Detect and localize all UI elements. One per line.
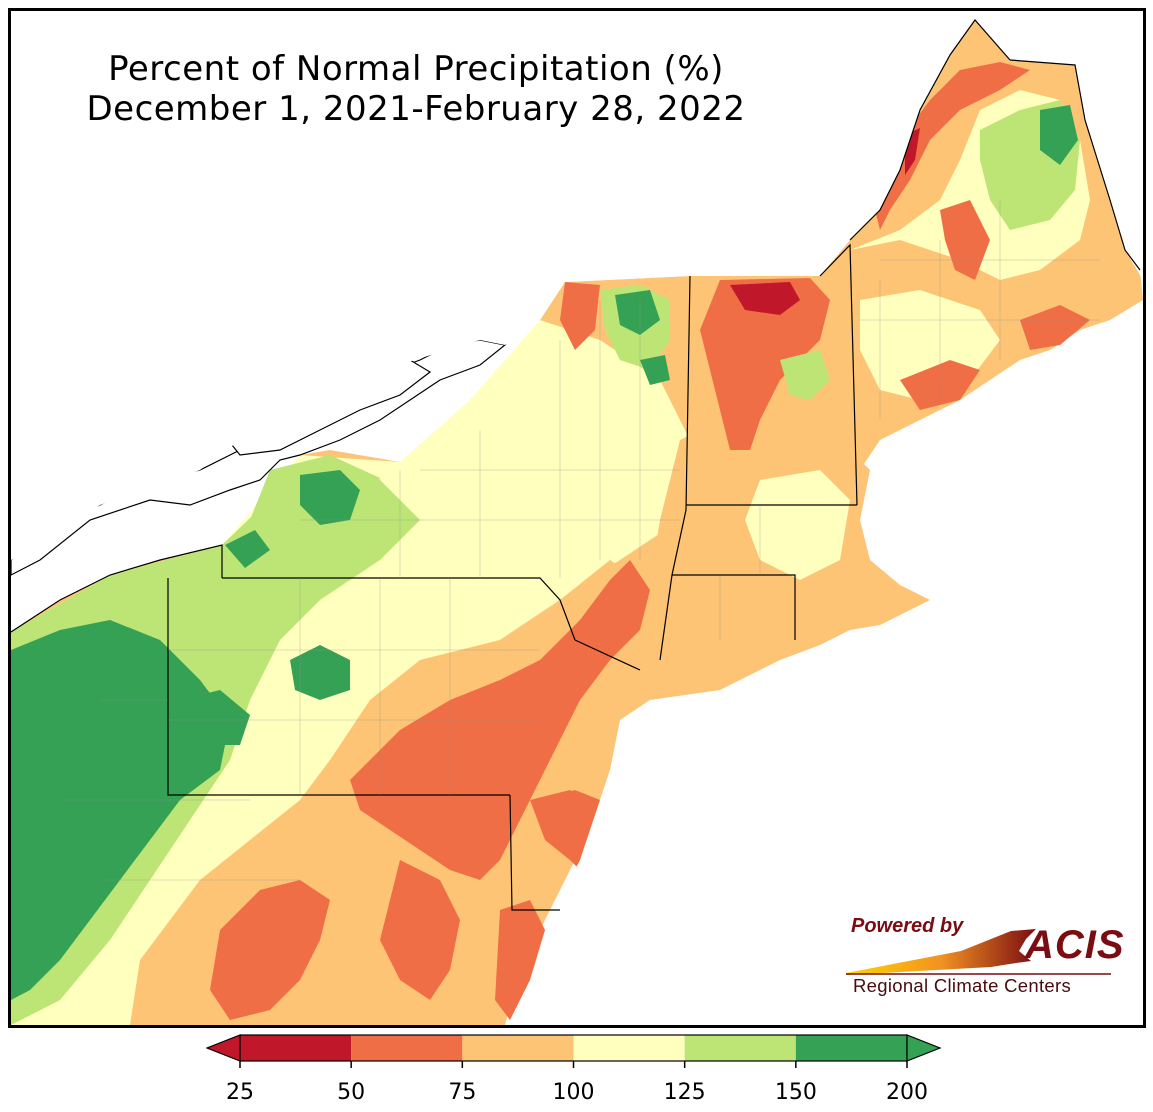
colorbar-tick-label: 50 — [337, 1080, 366, 1105]
colorbar-tick-label: 75 — [448, 1080, 477, 1105]
colorbar-cell — [795, 1035, 907, 1061]
map-frame: Percent of Normal Precipitation (%) Dece… — [8, 8, 1146, 1028]
colorbar-tick-label: 150 — [774, 1080, 817, 1105]
colorbar-tick-label: 100 — [552, 1080, 595, 1105]
water-bodies — [11, 11, 1143, 1025]
colorbar-over-arrow — [906, 1034, 942, 1062]
acis-logo: Powered by ACIS Regional Climate Centers — [841, 911, 1124, 1006]
colorbar-cell — [240, 1035, 352, 1061]
colorbar-cell — [462, 1035, 574, 1061]
state-boundaries — [11, 19, 1141, 911]
colorbar-under-arrow — [206, 1034, 241, 1062]
colorbar-cell — [573, 1035, 685, 1061]
map-title: Percent of Normal Precipitation (%) — [108, 49, 724, 89]
acis-text: ACIS — [1025, 923, 1125, 967]
map-date-range: December 1, 2021-February 28, 2022 — [86, 89, 746, 129]
regional-climate-centers-text: Regional Climate Centers — [853, 975, 1071, 996]
colorbar-tick-label: 200 — [886, 1080, 928, 1105]
colorbar-tick-label: 25 — [226, 1080, 254, 1105]
colorbar-ticks — [239, 1061, 908, 1068]
colorbar-cell — [351, 1035, 463, 1061]
colorbar — [206, 1034, 942, 1068]
colorbar-cell — [684, 1035, 796, 1061]
colorbar-cells — [239, 1034, 908, 1062]
precipitation-map — [11, 11, 1143, 1025]
county-boundaries — [60, 200, 1100, 881]
powered-by-text: Powered by — [851, 915, 964, 937]
colorbar-tick-label: 125 — [663, 1080, 706, 1105]
acis-swoosh-graphic — [846, 929, 1111, 975]
